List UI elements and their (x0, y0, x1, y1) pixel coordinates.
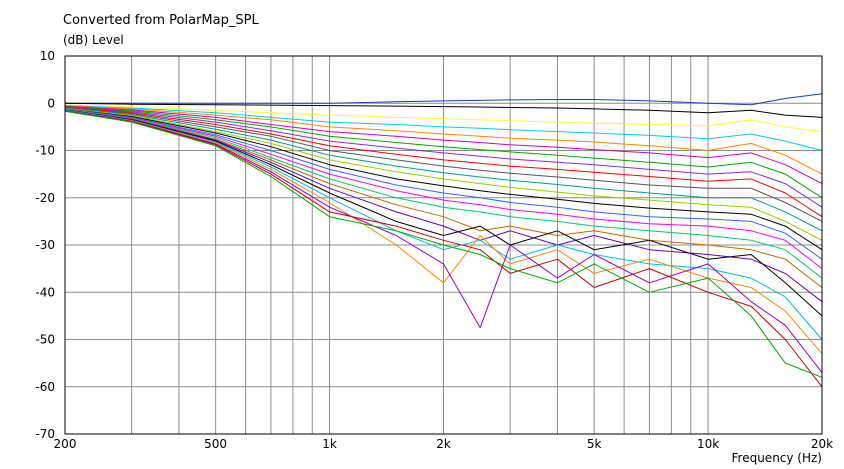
series-line-14 (64, 108, 823, 260)
y-axis-label: (dB) Level (63, 33, 124, 47)
series-line-16 (64, 108, 823, 279)
x-tick-label: 2k (436, 437, 451, 451)
y-tick-labels: 10 0 -10 -20 -30 -40 -50 -60 -70 (35, 49, 55, 441)
x-tick-label: 10k (697, 437, 719, 451)
series-line-1 (65, 93, 823, 106)
series-line-17 (64, 109, 823, 288)
series-layer (64, 93, 823, 388)
x-tick-label: 5k (587, 437, 602, 451)
series-line-3 (64, 104, 823, 133)
x-tick-label: 200 (54, 437, 77, 451)
plot-frame (64, 55, 823, 435)
series-line-4 (64, 105, 823, 151)
series-line-8 (64, 106, 823, 208)
series-line-15 (64, 108, 823, 269)
y-tick-label: -10 (35, 144, 55, 158)
frame-layer (64, 55, 823, 435)
series-line-22 (64, 110, 823, 373)
y-tick-label: -20 (35, 191, 55, 205)
x-tick-label: 500 (204, 437, 227, 451)
y-tick-label: 10 (40, 49, 55, 63)
series-line-11 (64, 107, 823, 232)
series-line-9 (64, 107, 823, 218)
series-line-2 (64, 102, 823, 118)
x-tick-label: 20k (811, 437, 833, 451)
x-tick-label: 1k (322, 437, 337, 451)
y-tick-label: -60 (35, 380, 55, 394)
y-tick-label: 0 (47, 96, 55, 110)
series-line-10 (64, 107, 823, 222)
y-tick-label: -50 (35, 333, 55, 347)
y-tick-label: -30 (35, 238, 55, 252)
x-axis-label: Frequency (Hz) (731, 451, 823, 465)
series-line-19 (64, 109, 823, 317)
series-line-7 (64, 106, 823, 199)
chart-title: Converted from PolarMap_SPL (63, 13, 259, 28)
series-line-5 (64, 105, 823, 175)
y-tick-label: -70 (35, 427, 55, 441)
series-line-13 (64, 108, 823, 251)
series-line-24 (64, 110, 823, 378)
x-tick-labels: 200 500 1k 2k 5k 10k 20k (54, 437, 834, 451)
series-line-12 (64, 107, 823, 241)
series-line-6 (64, 105, 823, 185)
y-tick-label: -40 (35, 285, 55, 299)
